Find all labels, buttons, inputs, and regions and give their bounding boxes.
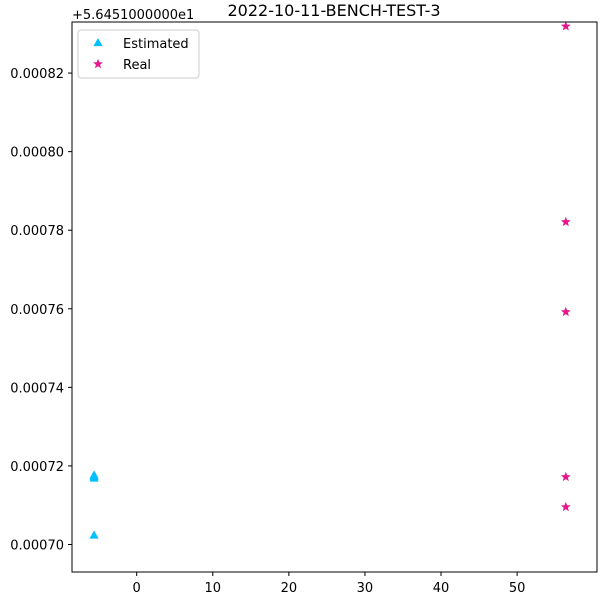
real-point — [560, 216, 571, 227]
y-axis-offset-label: +5.6451000000e1 — [72, 8, 194, 23]
estimated-point — [89, 530, 99, 539]
estimated-point — [89, 470, 99, 479]
x-tick-label: 50 — [509, 581, 526, 596]
legend: Estimated Real — [77, 29, 200, 79]
real-point — [560, 471, 571, 482]
legend-real-label: Real — [123, 58, 151, 73]
y-tick-label: 0.00078 — [10, 224, 64, 239]
legend-real-marker — [93, 58, 103, 69]
x-tick-label: 40 — [433, 581, 450, 596]
real-point — [560, 21, 571, 31]
y-tick-label: 0.00082 — [10, 67, 64, 82]
legend-estimated-label: Estimated — [123, 37, 189, 52]
x-tick-label: 10 — [204, 581, 221, 596]
y-tick-label: 0.00080 — [10, 146, 64, 161]
chart-title: 2022-10-11-BENCH-TEST-3 — [227, 1, 440, 20]
legend-box — [77, 29, 200, 79]
x-tick-label: 20 — [281, 581, 298, 596]
x-tick-label: 0 — [133, 581, 141, 596]
data-points — [89, 21, 571, 539]
y-tick-label: 0.00074 — [10, 381, 64, 396]
y-tick-label: 0.00072 — [10, 460, 64, 475]
real-point — [560, 501, 571, 512]
real-point — [560, 306, 571, 317]
x-axis: 0 10 20 30 40 50 — [133, 572, 526, 596]
y-tick-label: 0.00076 — [10, 303, 64, 318]
legend-estimated-marker — [93, 38, 103, 47]
x-tick-label: 30 — [357, 581, 374, 596]
plot-area-frame — [71, 21, 598, 573]
y-tick-label: 0.00070 — [10, 539, 64, 554]
y-axis: 0.00070 0.00072 0.00074 0.00076 0.00078 0.000… — [10, 67, 72, 554]
